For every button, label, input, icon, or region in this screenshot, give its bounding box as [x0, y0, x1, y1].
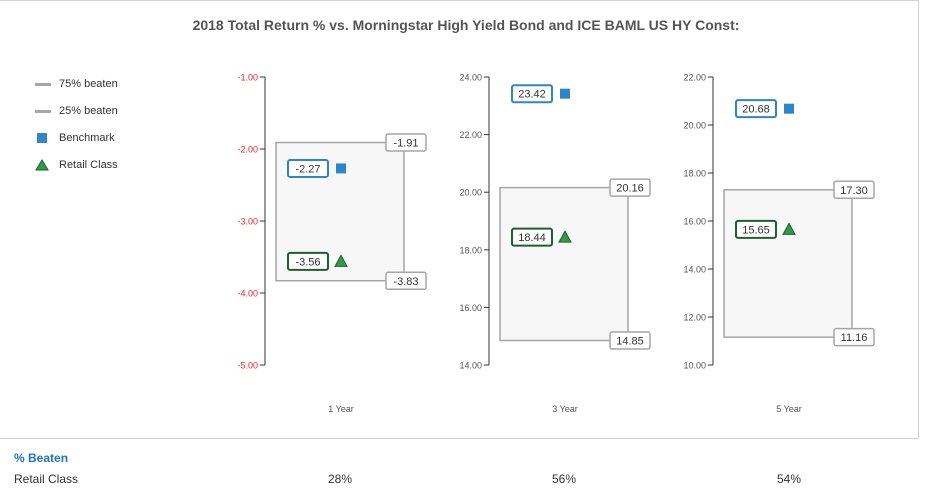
- legend-item-25-beaten: 25% beaten: [35, 103, 118, 119]
- percentile-box: [723, 189, 853, 338]
- benchmark-label-box: [735, 99, 777, 119]
- y-tick-label: -4.00: [237, 289, 258, 299]
- retail-marker: [558, 230, 572, 243]
- q25-label-box: [385, 271, 427, 291]
- y-tick-label: -3.00: [237, 217, 258, 227]
- x-category-label: 5 Year: [776, 404, 802, 414]
- x-category-label: 1 Year: [328, 404, 354, 414]
- legend-item-benchmark: Benchmark: [35, 130, 115, 146]
- y-tick-label: 18.00: [683, 169, 706, 179]
- benchmark-marker: [336, 163, 346, 174]
- retail-label-box: [735, 219, 777, 239]
- q75-label-box: [833, 180, 875, 200]
- benchmark-label-box: [287, 158, 329, 178]
- y-tick-label: -5.00: [237, 361, 258, 371]
- chart-title: 2018 Total Return % vs. Morningstar High…: [192, 17, 740, 33]
- y-tick-label: 22.00: [459, 130, 482, 140]
- retail-marker: [782, 222, 796, 235]
- legend-label: 25% beaten: [59, 105, 118, 117]
- benchmark-label-box: [511, 84, 553, 104]
- legend-item-retail-class: Retail Class: [35, 157, 118, 173]
- percent-beaten-1-year: 28%: [327, 472, 353, 486]
- square-icon: [35, 133, 53, 143]
- percent-beaten-5-year: 54%: [776, 472, 802, 486]
- chart-plot-area: -1.00 -2.00 -3.00 -4.00 -5.00 -1.91 -3.83 -2.27…: [237, 73, 875, 414]
- line-icon: [35, 82, 53, 86]
- benchmark-label: -2.27: [295, 163, 320, 175]
- legend-label: Retail Class: [59, 159, 118, 171]
- q25-label: -3.83: [393, 276, 418, 288]
- y-tick-label: 20.00: [459, 188, 482, 198]
- y-tick-label: 14.00: [459, 361, 482, 371]
- benchmark-marker: [784, 103, 794, 114]
- y-tick-label: 12.00: [683, 313, 706, 323]
- y-tick-label: -2.00: [237, 145, 258, 155]
- benchmark-label: 23.42: [518, 89, 546, 101]
- y-tick-label: 16.00: [459, 303, 482, 313]
- legend-label: Benchmark: [59, 132, 115, 144]
- y-tick-label: 14.00: [683, 265, 706, 275]
- q25-label-box: [609, 331, 651, 350]
- retail-label-box: [511, 227, 553, 247]
- line-icon: [35, 109, 53, 113]
- q25-label: 14.85: [616, 336, 644, 348]
- y-tick-label: 22.00: [683, 73, 706, 83]
- q25-label: 11.16: [841, 332, 868, 344]
- y-tick-label: 24.00: [459, 73, 482, 83]
- q25-label-box: [833, 327, 875, 347]
- retail-label: -3.56: [295, 256, 320, 268]
- y-tick-label: -1.00: [237, 73, 258, 83]
- triangle-icon: [35, 159, 53, 171]
- y-tick-label: 18.00: [459, 245, 482, 255]
- percent-beaten-heading: % Beaten: [14, 451, 69, 465]
- y-tick-label: 10.00: [683, 361, 706, 371]
- legend-label: 75% beaten: [59, 78, 118, 90]
- q75-label-box: [385, 133, 427, 152]
- q75-label: 20.16: [616, 183, 644, 195]
- q75-label-box: [609, 178, 651, 197]
- q75-label: 17.30: [840, 185, 868, 197]
- retail-marker: [334, 254, 348, 267]
- percent-beaten-3-year: 56%: [551, 472, 577, 486]
- benchmark-marker: [560, 88, 570, 99]
- retail-label: 18.44: [518, 232, 546, 244]
- retail-class-row-label: Retail Class: [14, 472, 79, 486]
- y-tick-label: 16.00: [683, 217, 706, 227]
- legend-item-75-beaten: 75% beaten: [35, 76, 118, 92]
- y-tick-label: 20.00: [683, 121, 706, 131]
- benchmark-label: 20.68: [742, 104, 770, 116]
- retail-label-box: [287, 251, 329, 271]
- retail-label: 15.65: [742, 224, 770, 236]
- percentile-box: [499, 186, 629, 342]
- x-category-label: 3 Year: [552, 404, 578, 414]
- q75-label: -1.91: [393, 138, 418, 150]
